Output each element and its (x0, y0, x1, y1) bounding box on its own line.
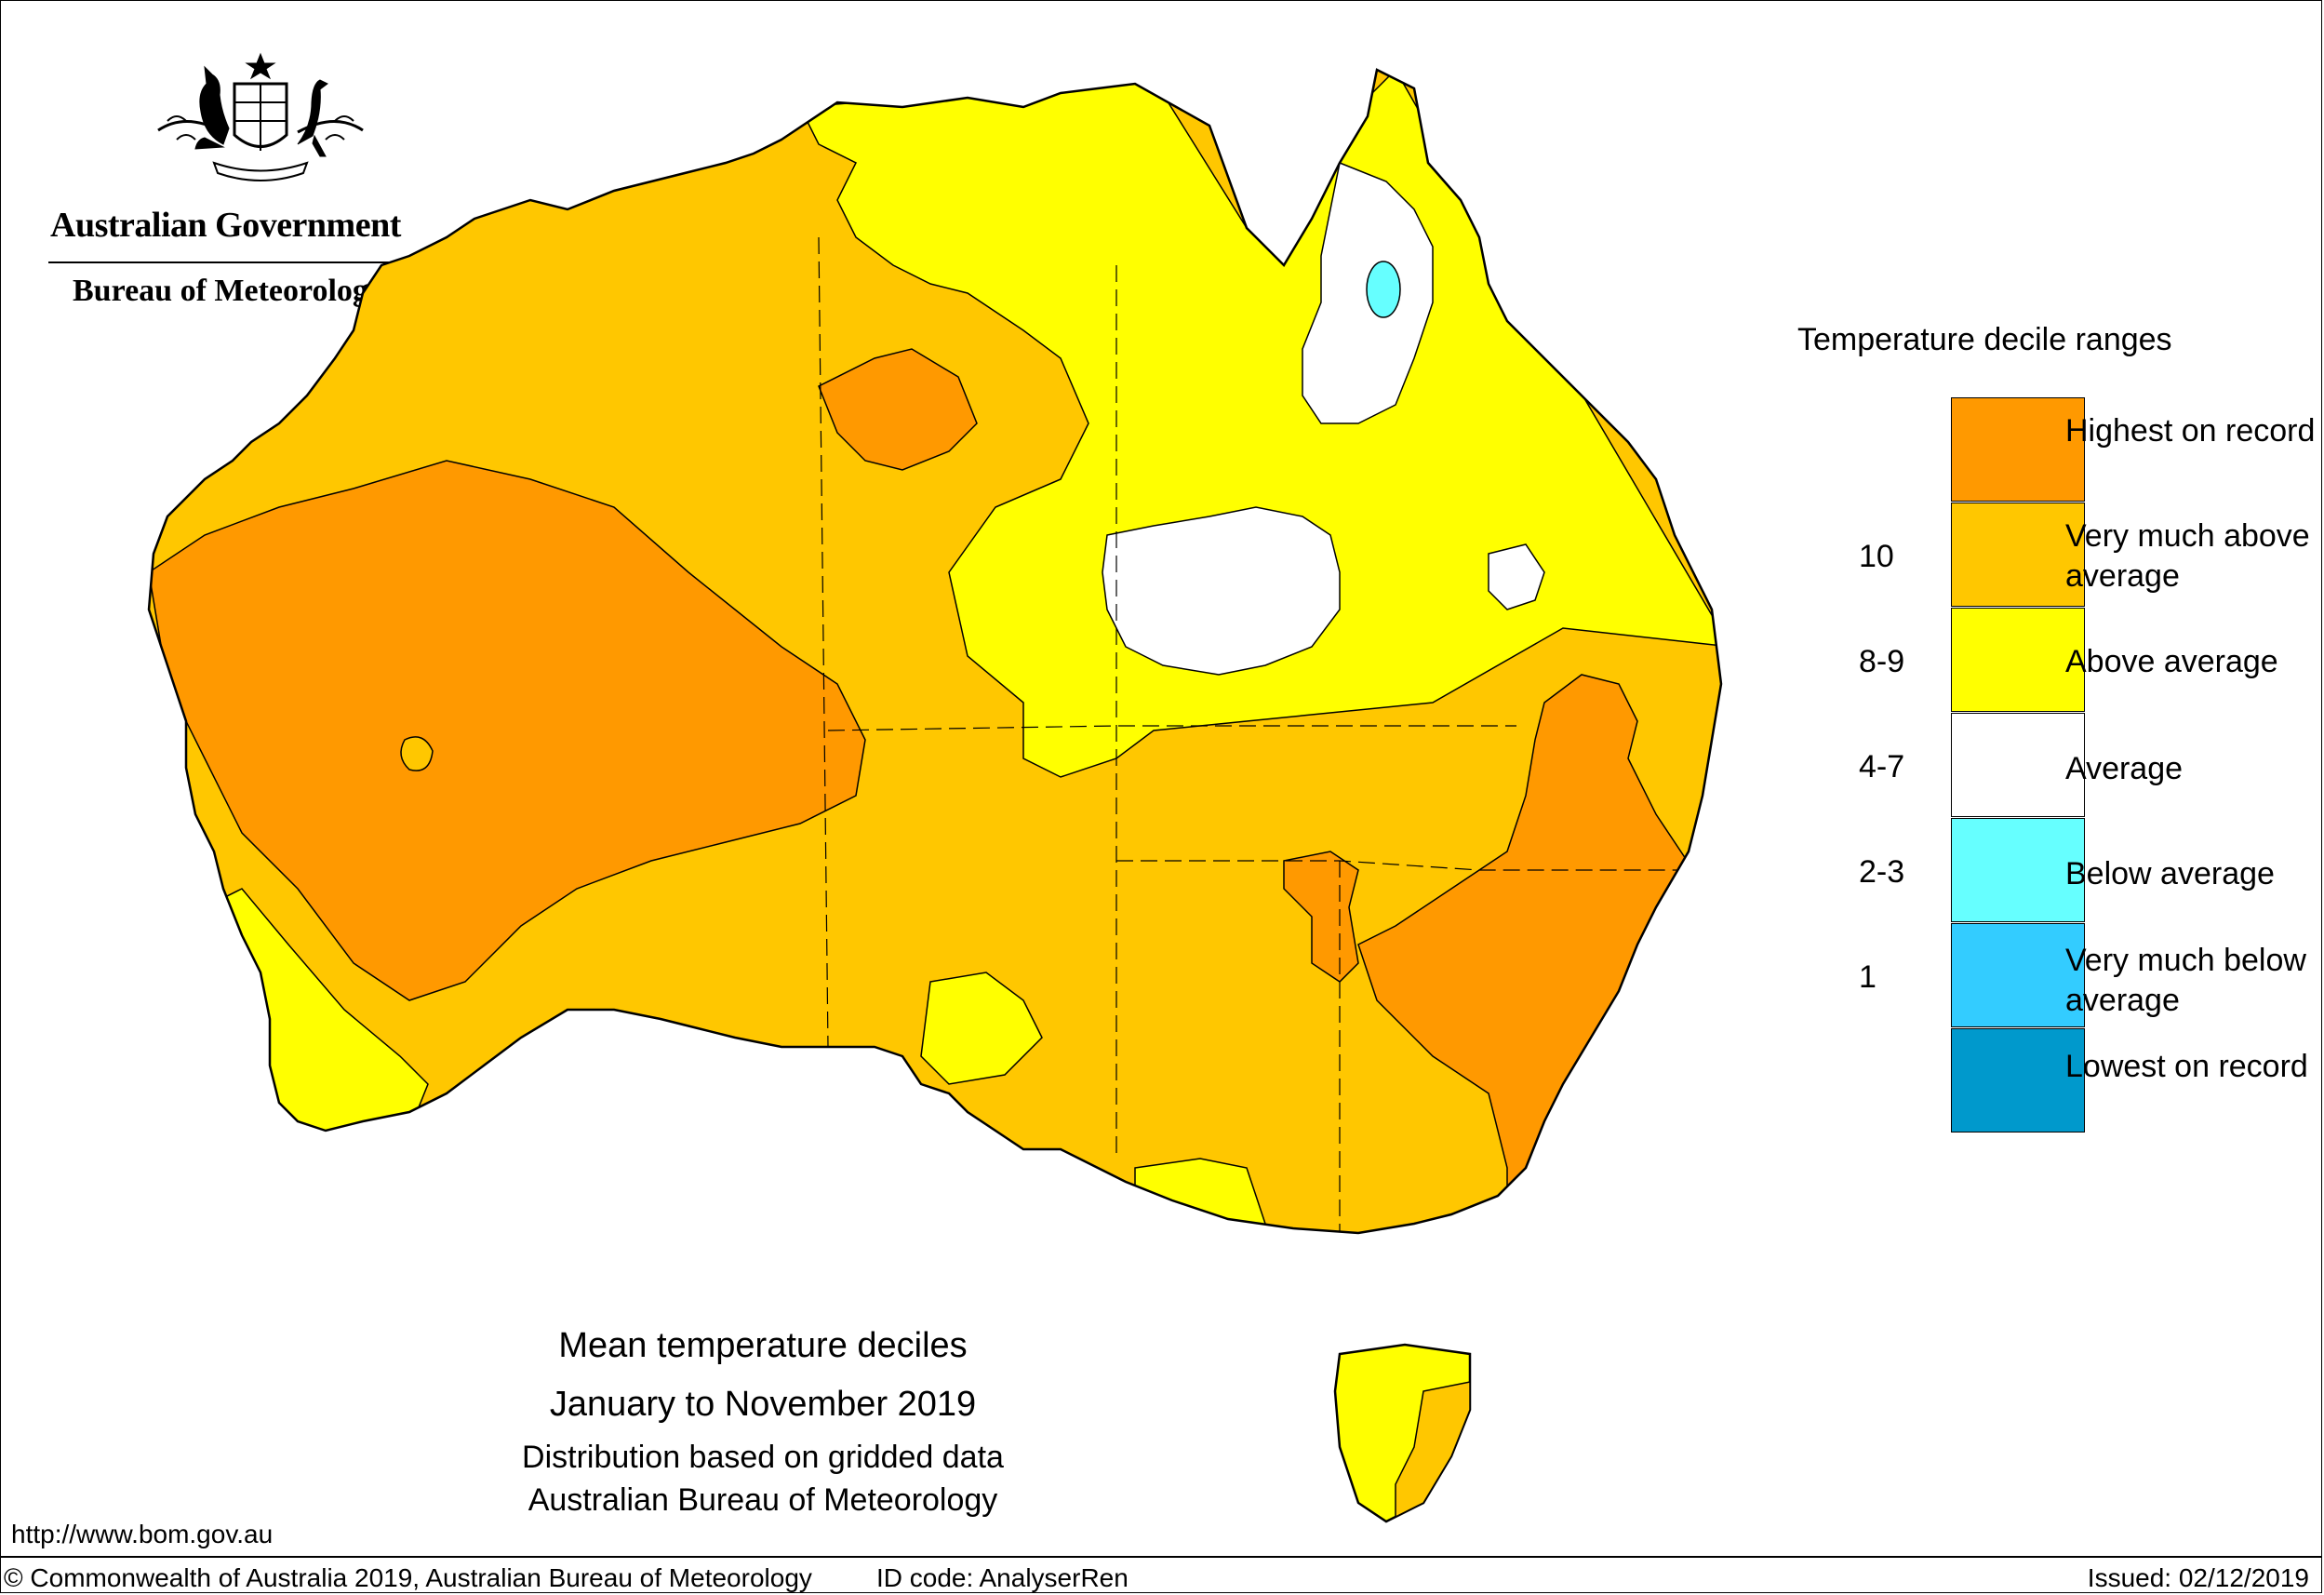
legend-swatch-below (1951, 818, 2085, 922)
map-source: Australian Bureau of Meteorology (528, 1482, 998, 1518)
legend-swatch-highest (1951, 397, 2085, 502)
legend-label-above: Above average (2065, 644, 2278, 679)
average-wa-interior (400, 736, 434, 771)
highest-tasmania-east (1395, 1381, 1471, 1519)
legend-title: Temperature decile ranges (1797, 322, 2172, 357)
government-name: Australian Government (50, 206, 401, 245)
above-average-eyre (920, 972, 1043, 1085)
id-code: ID code: AnalyserRen (876, 1563, 1129, 1592)
map-title: Mean temperature deciles (558, 1326, 968, 1365)
government-logo: Australian Government Bureau of Meteorol… (37, 47, 465, 326)
legend-range-1: 1 (1859, 959, 1877, 995)
copyright-text: © Commonwealth of Australia 2019, Austra… (4, 1563, 812, 1592)
below-average-cape-york (1366, 261, 1401, 318)
legend-label-highest: Highest on record (2065, 413, 2316, 449)
legend-swatch-very-much-above (1951, 503, 2085, 607)
legend-label-below: Below average (2065, 856, 2275, 891)
average-east-qld (1488, 543, 1545, 610)
issued-date: Issued: 02/12/2019 (2087, 1563, 2309, 1592)
map-period: January to November 2019 (549, 1385, 977, 1424)
legend-range-8-9: 8-9 (1859, 644, 1905, 679)
average-central-qld (1102, 506, 1341, 676)
footer-divider (0, 1556, 2322, 1558)
website-link[interactable]: http://www.bom.gov.au (11, 1520, 274, 1548)
legend-swatch-very-much-below (1951, 923, 2085, 1027)
legend-label-very-much-above: Very much above average (2065, 518, 2310, 594)
legend-swatch-lowest (1951, 1028, 2085, 1133)
legend-label-very-much-below: Very much below average (2065, 943, 2306, 1018)
map-note: Distribution based on gridded data (522, 1440, 1004, 1475)
highest-on-record-wa (149, 460, 866, 1001)
bureau-name: Bureau of Meteorology (73, 274, 384, 308)
legend-range-4-7: 4-7 (1859, 749, 1905, 784)
logo-divider (48, 261, 439, 263)
legend-label-lowest: Lowest on record (2065, 1049, 2308, 1084)
legend-swatch-average (1951, 713, 2085, 817)
legend-label-average: Average (2065, 751, 2184, 786)
australia-decile-map (147, 68, 1723, 1523)
legend-range-2-3: 2-3 (1859, 854, 1905, 890)
state-borders (818, 236, 1712, 1233)
coat-of-arms-icon (157, 52, 364, 181)
highest-on-record-nt (818, 348, 978, 471)
legend-range-10: 10 (1859, 539, 1894, 574)
legend-swatch-above (1951, 608, 2085, 712)
